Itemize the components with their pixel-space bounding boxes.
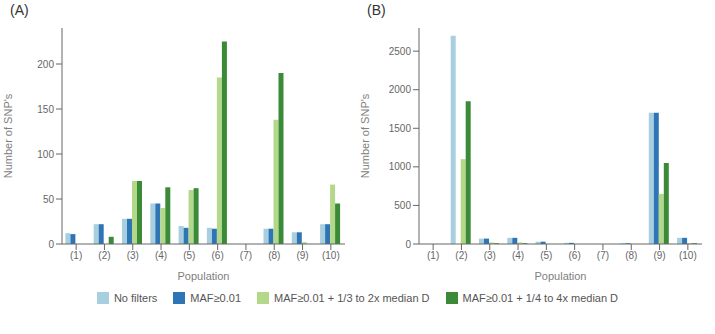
svg-text:(5): (5) [540,250,552,261]
svg-text:(1): (1) [427,250,439,261]
svg-text:(2): (2) [455,250,467,261]
svg-text:(1): (1) [70,250,82,261]
svg-text:(4): (4) [155,250,167,261]
svg-text:200: 200 [37,59,54,70]
html-text:MAF≥0.01: MAF≥0.01 [190,292,241,304]
svg-text:(2): (2) [98,250,110,261]
svg-text:(10): (10) [679,250,697,261]
svg-text:2000: 2000 [389,84,412,95]
svg-text:(3): (3) [484,250,496,261]
html-text:(B): (B) [367,2,386,18]
svg-text:(6): (6) [212,250,224,261]
svg-text:(3): (3) [127,250,139,261]
svg-text:(8): (8) [625,250,637,261]
svg-text:500: 500 [394,200,411,211]
svg-text:Population: Population [178,270,230,282]
svg-text:(5): (5) [183,250,195,261]
svg-text:Number of SNP's: Number of SNP's [8,93,14,178]
html-text:MAF≥0.01 + 1/4 to 4x median D: MAF≥0.01 + 1/4 to 4x median D [462,292,619,304]
svg-text:(4): (4) [512,250,524,261]
svg-text:150: 150 [37,104,54,115]
svg-text:0: 0 [48,239,54,250]
svg-text:(9): (9) [653,250,665,261]
html-text:No filters: No filters [113,292,158,304]
svg-text:100: 100 [37,149,54,160]
svg-text:1000: 1000 [389,161,412,172]
html-text:(A): (A) [10,2,29,18]
svg-text:(7): (7) [597,250,609,261]
svg-text:50: 50 [43,194,55,205]
svg-text:(9): (9) [296,250,308,261]
svg-text:(8): (8) [268,250,280,261]
svg-text:(6): (6) [569,250,581,261]
svg-text:Population: Population [535,270,587,282]
html-text:MAF≥0.01 + 1/3 to 2x median D: MAF≥0.01 + 1/3 to 2x median D [274,292,430,304]
svg-text:Number of SNP's: Number of SNP's [359,93,371,178]
svg-text:0: 0 [405,239,411,250]
svg-text:1500: 1500 [389,123,412,134]
svg-text:(10): (10) [322,250,340,261]
svg-text:2500: 2500 [389,46,412,57]
svg-text:(7): (7) [240,250,252,261]
